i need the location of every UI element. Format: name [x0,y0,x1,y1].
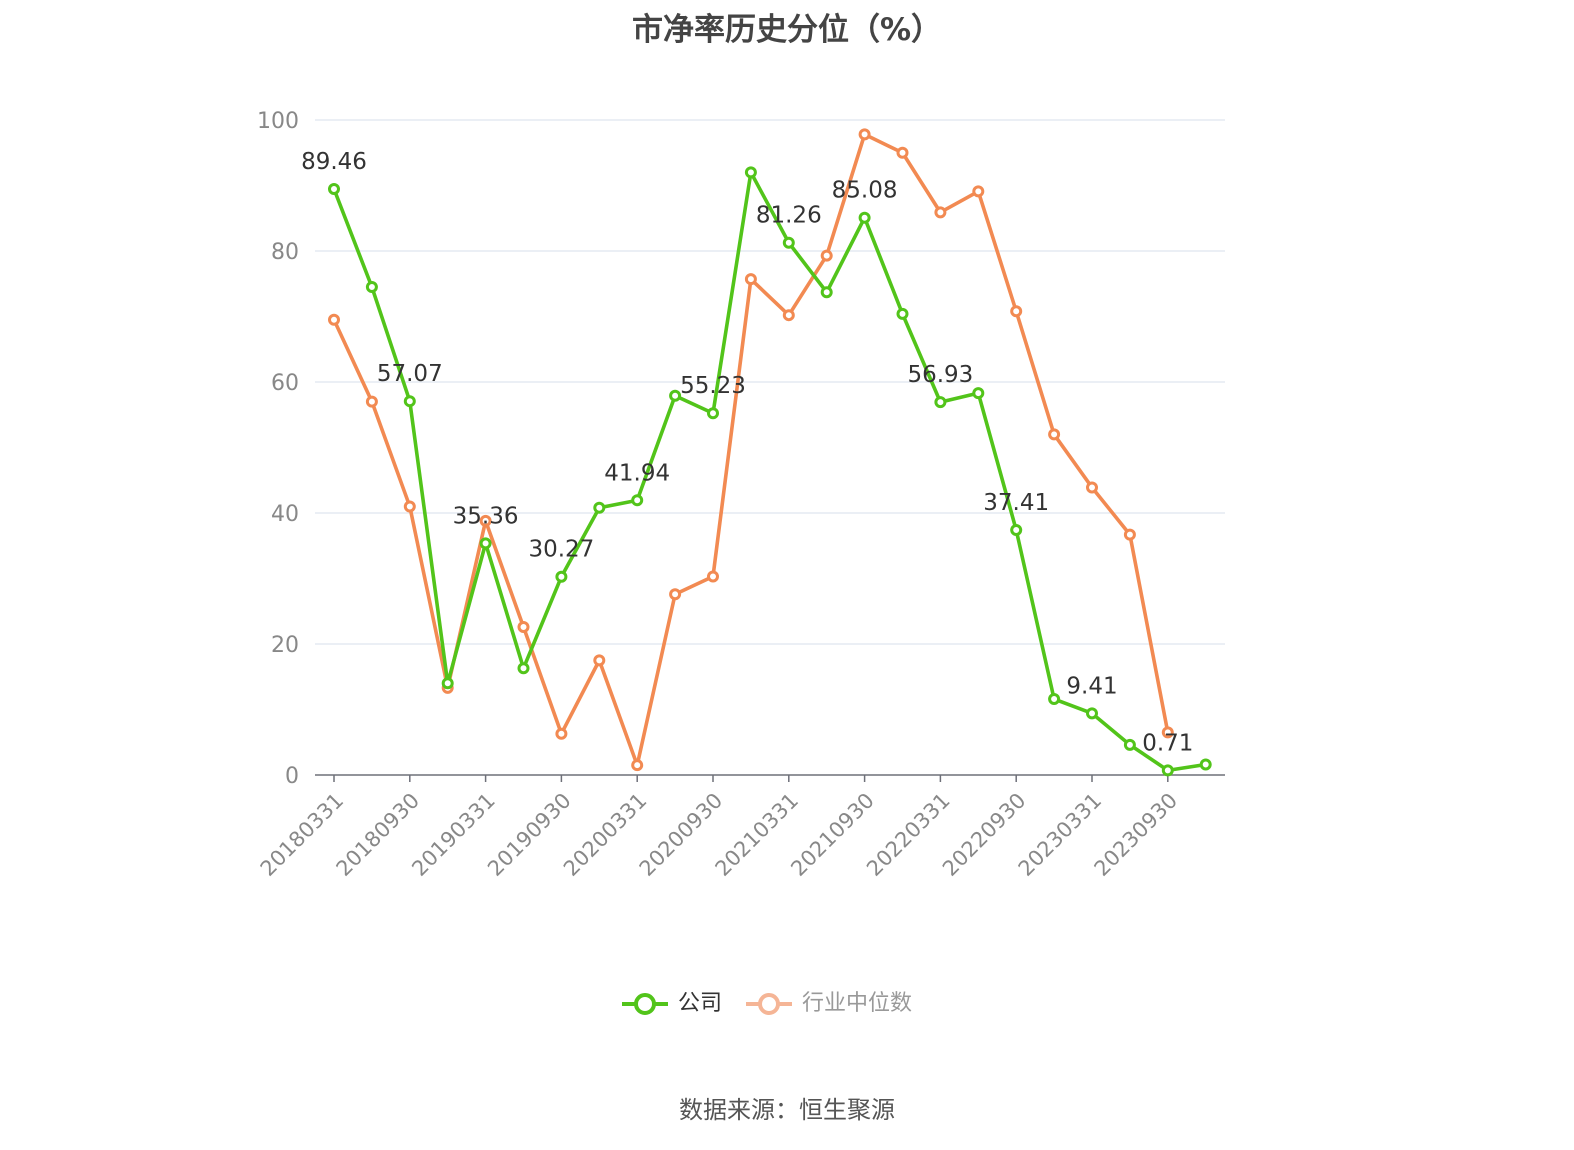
data-point [328,313,340,326]
data-point [934,206,947,219]
data-point [896,307,909,320]
data-label: 57.07 [377,361,443,387]
y-tick-label: 60 [271,371,299,396]
y-tick-label: 20 [271,633,299,658]
series-line [332,170,1206,773]
data-point [328,183,340,196]
data-point [707,570,719,583]
data-label: 30.27 [528,537,594,563]
y-tick-label: 80 [271,240,299,265]
data-label: 55.23 [680,373,746,399]
axes: 0204060801002018033120180930201903312019… [256,109,1225,881]
data-label: 56.93 [907,362,973,388]
data-point [972,185,985,198]
data-point [631,494,644,507]
data-point [896,146,909,159]
data-point [631,759,644,772]
data-point [669,588,682,601]
data-point [1123,528,1136,541]
data-labels: 89.46 57.07 35.36 30.27 41.94 55.23 81.26 85.08… [301,149,1193,756]
data-label: 35.36 [453,503,519,529]
data-point [820,286,833,299]
series [328,128,1212,777]
data-point [972,387,985,400]
data-point [555,570,568,583]
data-label: 41.94 [604,460,670,486]
data-point [858,128,871,141]
data-point [1086,481,1098,494]
data-point [593,501,606,514]
legend-line-circle-icon [746,993,793,1015]
data-point [782,236,795,249]
line-chart: 0204060801002018033120180930201903312019… [256,109,1225,881]
legend-item-company[interactable]: 公司 [620,990,722,1018]
data-point [744,166,757,179]
x-tick-label: 20230930 [1090,788,1183,881]
data-point [1048,428,1061,441]
y-tick-label: 0 [285,764,299,789]
legend: 公司 行业中位数 [620,990,934,1018]
data-point [1123,738,1136,751]
data-point [669,389,682,402]
data-point [441,677,454,690]
data-point [782,309,795,322]
data-point [1010,305,1023,318]
series-line [332,132,1170,767]
data-point [1161,726,1174,739]
data-point [1010,523,1023,536]
data-point [555,727,568,740]
data-point [365,395,378,408]
data-label: 89.46 [301,149,367,175]
data-point [1161,764,1174,777]
data-point [858,211,871,224]
y-tick-label: 100 [257,109,299,134]
data-label: 85.08 [832,178,898,204]
data-label: 0.71 [1142,730,1193,756]
data-point [365,281,378,294]
data-point [517,620,530,633]
data-point [1199,758,1212,771]
data-point [479,537,492,550]
data-point [479,514,492,527]
grid-lines [315,119,1225,645]
data-point [403,500,416,513]
data-point [820,249,833,262]
data-point [593,654,606,667]
chart-title: 市净率历史分位（%） [631,12,943,48]
data-point [707,407,719,420]
data-point [934,396,947,409]
data-point [1048,693,1061,706]
legend-item-industry-median[interactable]: 行业中位数 [744,990,912,1018]
data-label: 9.41 [1066,673,1117,699]
legend-line-circle-icon [622,993,668,1015]
data-label: 37.41 [983,490,1049,516]
data-label: 81.26 [756,203,822,229]
y-tick-label: 40 [271,502,299,527]
data-point [517,662,530,675]
legend-label-company: 公司 [678,991,723,1016]
data-point [744,273,757,286]
data-point [1086,707,1098,720]
data-point [403,395,416,408]
source-note: 数据来源：恒生聚源 [679,1096,895,1124]
legend-label-industry-median: 行业中位数 [802,991,913,1016]
